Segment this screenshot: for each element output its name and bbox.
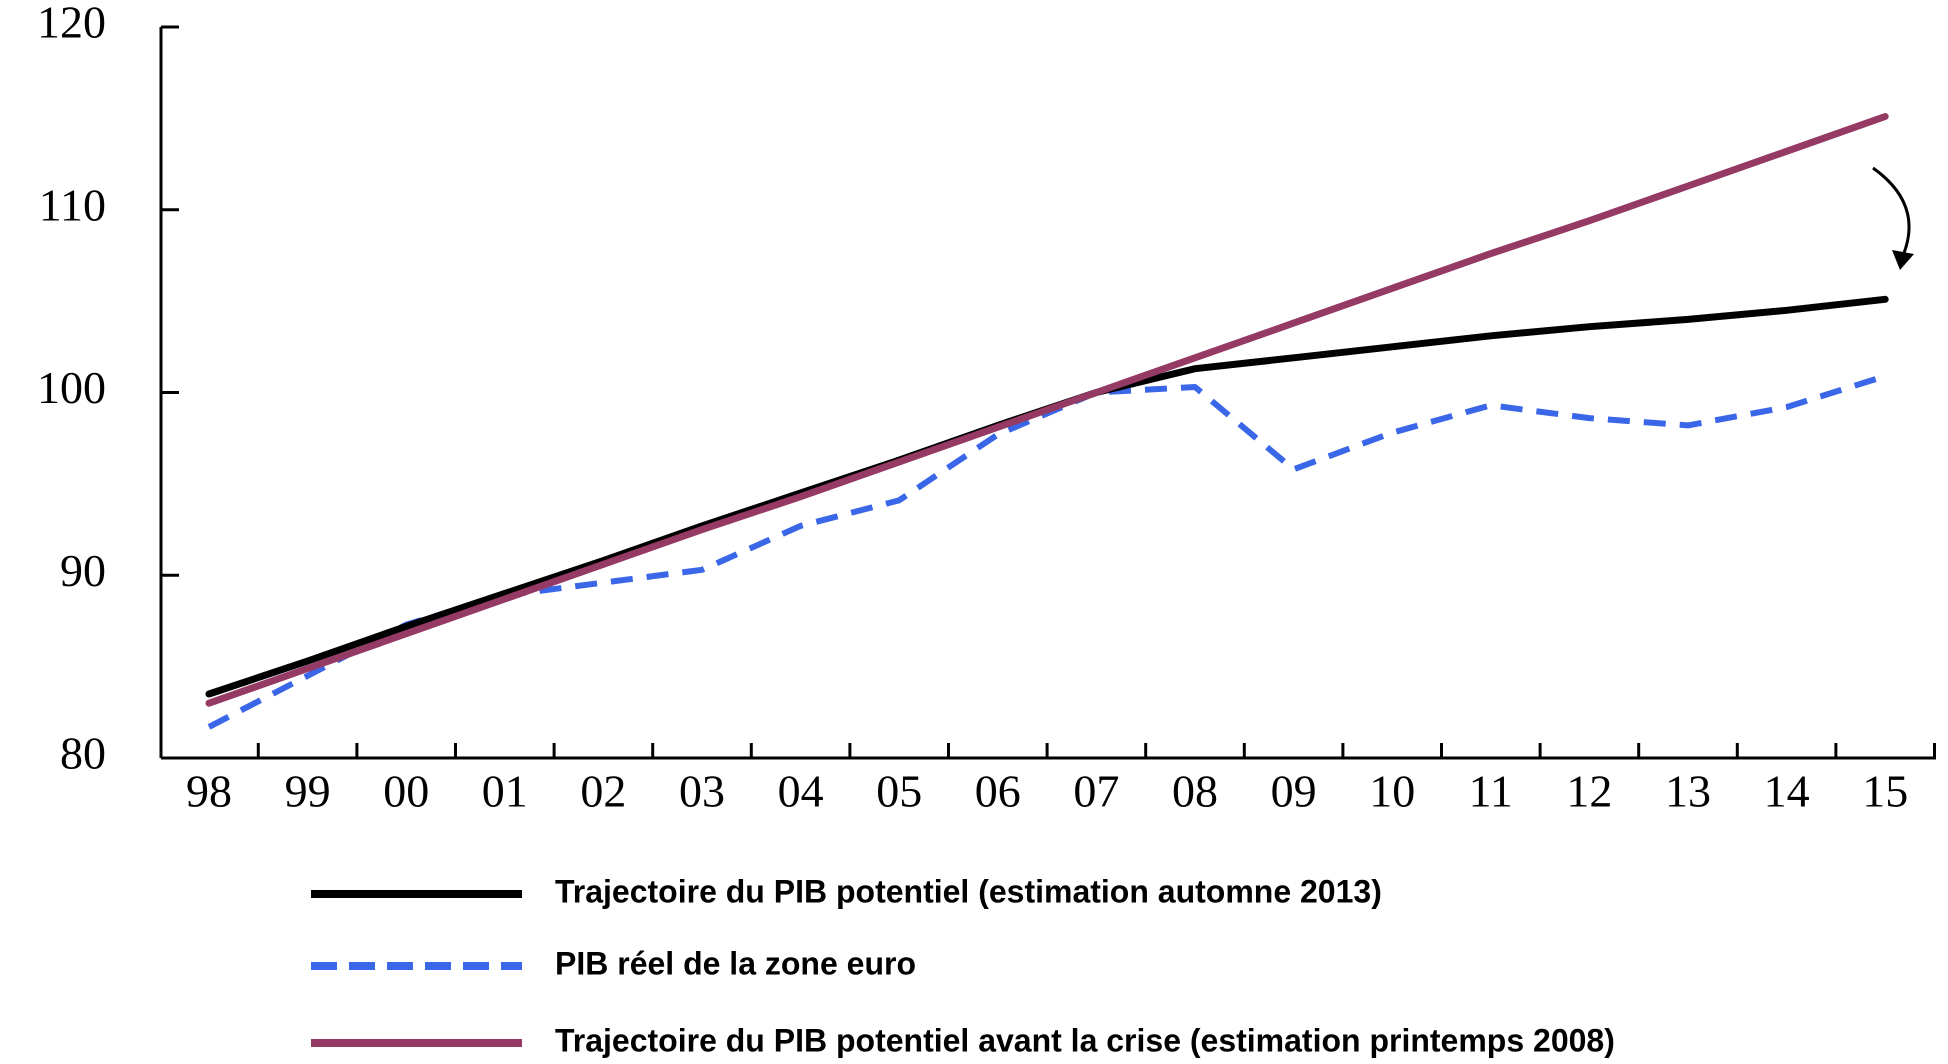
x-tick-label: 13	[1665, 766, 1711, 817]
legend-label: Trajectoire du PIB potentiel (estimation…	[555, 873, 1382, 909]
series-line	[207, 373, 1887, 730]
y-tick-label: 110	[39, 179, 106, 230]
legend-label: PIB réel de la zone euro	[555, 945, 916, 981]
x-tick-label: 02	[580, 766, 626, 817]
series-line	[205, 295, 1889, 698]
x-tick-label: 06	[975, 766, 1021, 817]
y-tick-label: 90	[60, 545, 106, 596]
x-tick-label: 01	[482, 766, 528, 817]
x-tick-label: 15	[1862, 766, 1908, 817]
x-tick-label: 08	[1172, 766, 1218, 817]
x-tick-label: 09	[1271, 766, 1317, 817]
annotation-arrow	[1872, 166, 1911, 259]
x-tick-label: 98	[186, 766, 232, 817]
x-tick-label: 14	[1764, 766, 1810, 817]
x-tick-label: 10	[1369, 766, 1415, 817]
x-tick-label: 04	[778, 766, 824, 817]
x-tick-label: 11	[1469, 766, 1513, 817]
annotation-arrowhead	[1892, 250, 1914, 270]
legend-label: Trajectoire du PIB potentiel avant la cr…	[555, 1022, 1615, 1058]
y-tick-label: 80	[60, 728, 106, 779]
series-line	[205, 113, 1889, 707]
x-tick-label: 00	[383, 766, 429, 817]
y-tick-label: 100	[37, 362, 106, 413]
x-tick-label: 12	[1566, 766, 1612, 817]
y-tick-label: 120	[37, 0, 106, 48]
x-tick-label: 99	[285, 766, 331, 817]
x-tick-label: 07	[1073, 766, 1119, 817]
x-tick-label: 05	[876, 766, 922, 817]
x-tick-label: 03	[679, 766, 725, 817]
